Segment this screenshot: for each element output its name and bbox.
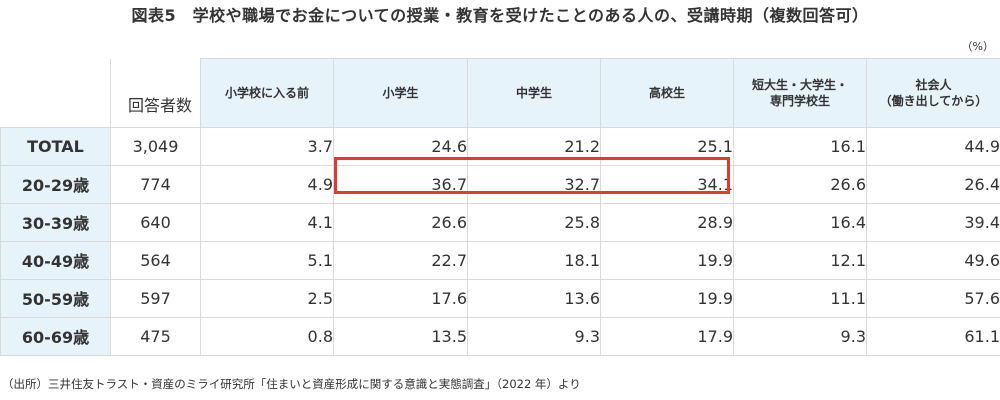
- respondent-count: 564: [110, 240, 201, 280]
- value-cell: 26.4: [866, 164, 1000, 204]
- value-cell: 2.5: [200, 278, 334, 318]
- value-cell: 16.1: [733, 126, 867, 166]
- table-row: 60-69歳 475 0.8 13.5 9.3 17.9 9.3 61.1: [0, 316, 1000, 356]
- value-cell: 0.8: [200, 316, 334, 356]
- column-header: 中学生: [467, 58, 601, 128]
- respondent-count: 475: [110, 316, 201, 356]
- value-cell: 49.6: [866, 240, 1000, 280]
- value-cell: 61.1: [866, 316, 1000, 356]
- row-label: 30-39歳: [0, 202, 111, 242]
- chart-title: 図表5 学校や職場でお金についての授業・教育を受けたことのある人の、受講時期（複…: [131, 6, 869, 25]
- column-header: 小学生: [333, 58, 468, 128]
- table-row: 50-59歳 597 2.5 17.6 13.6 19.9 11.1 57.6: [0, 278, 1000, 318]
- table-row: 30-39歳 640 4.1 26.6 25.8 28.9 16.4 39.4: [0, 202, 1000, 242]
- value-cell: 24.6: [333, 126, 468, 166]
- respondent-count-header: 回答者数: [110, 58, 201, 128]
- value-cell: 19.9: [600, 240, 734, 280]
- column-header: 小学校に入る前: [200, 58, 334, 128]
- respondent-count: 774: [110, 164, 201, 204]
- value-cell: 17.6: [333, 278, 468, 318]
- value-cell: 9.3: [467, 316, 601, 356]
- value-cell: 3.7: [200, 126, 334, 166]
- header-row: 回答者数 小学校に入る前 小学生 中学生 高校生 短大生・大学生・ 専門学校生 社…: [0, 58, 1000, 128]
- value-cell: 13.5: [333, 316, 468, 356]
- column-header: 短大生・大学生・ 専門学校生: [733, 58, 867, 128]
- value-cell: 22.7: [333, 240, 468, 280]
- value-cell: 32.7: [467, 164, 601, 204]
- row-label: 20-29歳: [0, 164, 111, 204]
- value-cell: 18.1: [467, 240, 601, 280]
- row-label: 50-59歳: [0, 278, 111, 318]
- value-cell: 16.4: [733, 202, 867, 242]
- value-cell: 9.3: [733, 316, 867, 356]
- column-header: 社会人 （働き出してから）: [866, 58, 1000, 128]
- source-note: （出所）三井住友トラスト・資産のミライ研究所「住まいと資産形成に関する意識と実態…: [2, 377, 581, 391]
- respondent-count: 597: [110, 278, 201, 318]
- value-cell: 4.1: [200, 202, 334, 242]
- row-label: TOTAL: [0, 126, 111, 166]
- corner-cell: [0, 58, 111, 128]
- respondent-count: 640: [110, 202, 201, 242]
- table-row: 20-29歳 774 4.9 36.7 32.7 34.1 26.6 26.4: [0, 164, 1000, 204]
- value-cell: 39.4: [866, 202, 1000, 242]
- value-cell: 44.9: [866, 126, 1000, 166]
- row-label: 60-69歳: [0, 316, 111, 356]
- value-cell: 5.1: [200, 240, 334, 280]
- value-cell: 25.1: [600, 126, 734, 166]
- table-row: TOTAL 3,049 3.7 24.6 21.2 25.1 16.1 44.9: [0, 126, 1000, 166]
- table-row: 40-49歳 564 5.1 22.7 18.1 19.9 12.1 49.6: [0, 240, 1000, 280]
- value-cell: 57.6: [866, 278, 1000, 318]
- value-cell: 34.1: [600, 164, 734, 204]
- value-cell: 26.6: [733, 164, 867, 204]
- value-cell: 13.6: [467, 278, 601, 318]
- column-header: 高校生: [600, 58, 734, 128]
- value-cell: 4.9: [200, 164, 334, 204]
- value-cell: 11.1: [733, 278, 867, 318]
- value-cell: 28.9: [600, 202, 734, 242]
- value-cell: 26.6: [333, 202, 468, 242]
- data-table: 回答者数 小学校に入る前 小学生 中学生 高校生 短大生・大学生・ 専門学校生 社…: [0, 58, 1000, 356]
- value-cell: 19.9: [600, 278, 734, 318]
- value-cell: 21.2: [467, 126, 601, 166]
- value-cell: 25.8: [467, 202, 601, 242]
- unit-label: （%）: [961, 40, 994, 53]
- row-label: 40-49歳: [0, 240, 111, 280]
- value-cell: 36.7: [333, 164, 468, 204]
- value-cell: 17.9: [600, 316, 734, 356]
- value-cell: 12.1: [733, 240, 867, 280]
- respondent-count: 3,049: [110, 126, 201, 166]
